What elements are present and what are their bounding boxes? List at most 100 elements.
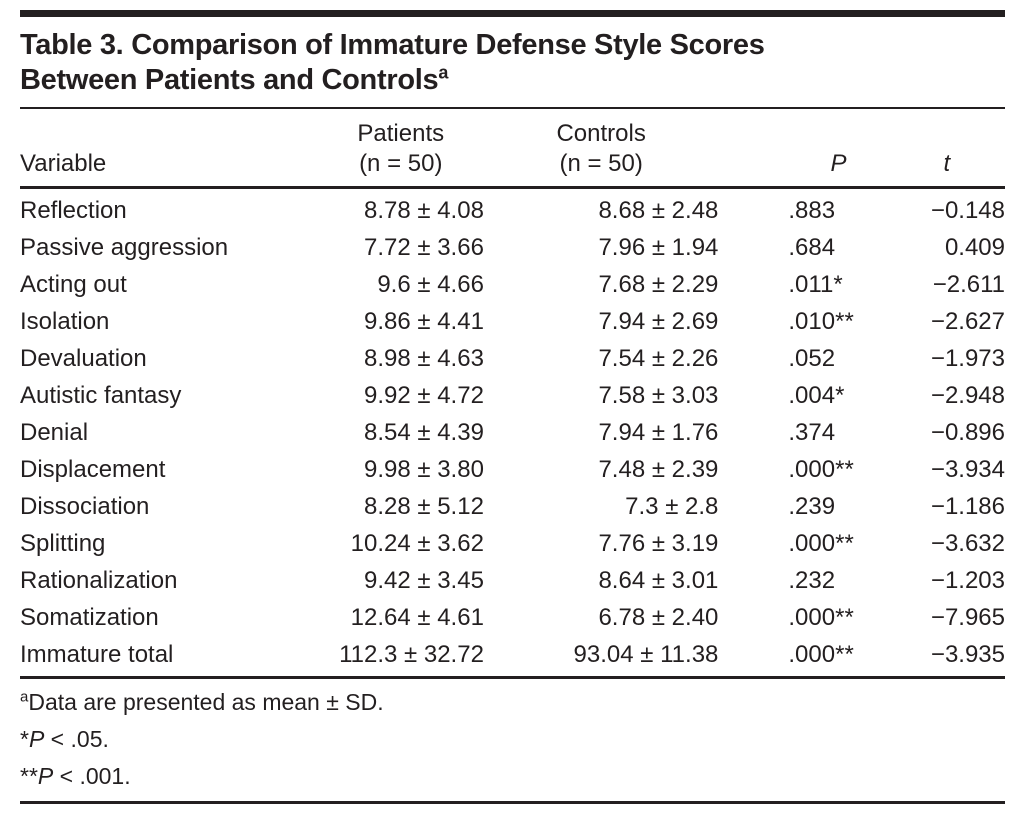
cell-t-value: −1.203: [930, 567, 1005, 594]
table-row: Reflection 8.78 ± 4.08 8.68 ± 2.48 .883 …: [20, 188, 1005, 230]
cell-controls: 6.78 ± 2.40: [598, 604, 719, 631]
cell-t-value: −3.934: [930, 456, 1005, 483]
cell-patients: 12.64 ± 4.61: [350, 604, 484, 631]
cell-patients: 8.54 ± 4.39: [363, 419, 484, 446]
cell-t-value: −1.186: [930, 493, 1005, 520]
footnote-a-text: Data are presented as mean ± SD.: [28, 689, 384, 715]
table-header: Variable Patients (n = 50) Controls (n =…: [20, 111, 1005, 189]
cell-t-value: −1.973: [930, 345, 1005, 372]
cell-patients: 9.92 ± 4.72: [363, 382, 484, 409]
cell-p-value: .011*: [788, 271, 843, 298]
cell-patients: 8.78 ± 4.08: [363, 197, 484, 224]
cell-t-value: −0.148: [930, 197, 1005, 224]
cell-patients: 9.42 ± 3.45: [363, 567, 484, 594]
cell-p-value: .000**: [788, 641, 854, 668]
column-header-patients: Patients (n = 50): [317, 111, 484, 189]
cell-variable: Rationalization: [20, 567, 178, 594]
table-title-line2: Between Patients and Controls: [20, 64, 439, 96]
cell-controls: 7.96 ± 1.94: [598, 234, 719, 261]
column-header-controls: Controls (n = 50): [483, 111, 719, 189]
footnotes: aData are presented as mean ± SD. *P < .…: [20, 679, 1005, 801]
footnote-double-asterisk: **P < .001.: [20, 763, 131, 789]
cell-variable: Acting out: [20, 271, 127, 298]
cell-t-value: −0.896: [930, 419, 1005, 446]
bottom-rule: [20, 801, 1005, 804]
cell-p-value: .883: [788, 197, 836, 224]
column-header-patients-label: Patients: [357, 120, 445, 147]
cell-variable: Devaluation: [20, 345, 147, 372]
cell-variable: Splitting: [20, 530, 106, 557]
table-row: Rationalization 9.42 ± 3.45 8.64 ± 3.01 …: [20, 562, 1005, 599]
cell-t-value: −3.632: [930, 530, 1005, 557]
cell-patients: 8.28 ± 5.12: [363, 493, 484, 520]
header-row: Variable Patients (n = 50) Controls (n =…: [20, 111, 1005, 189]
cell-patients: 112.3 ± 32.72: [339, 641, 484, 668]
table-row: Displacement 9.98 ± 3.80 7.48 ± 2.39 .00…: [20, 451, 1005, 488]
cell-variable: Denial: [20, 419, 89, 446]
table-title-footnote-marker: a: [438, 62, 449, 83]
cell-p-value: .684: [788, 234, 836, 261]
cell-controls: 8.64 ± 3.01: [598, 567, 719, 594]
cell-t-value: −7.965: [930, 604, 1005, 631]
column-header-p: P: [718, 111, 889, 189]
footnote-a: aData are presented as mean ± SD.: [20, 684, 1005, 721]
column-header-t: t: [888, 111, 1005, 189]
footnote-a-marker: a: [20, 688, 29, 706]
cell-p-value: .052: [788, 345, 836, 372]
cell-variable: Immature total: [20, 641, 174, 668]
footnote-single-asterisk: *P < .05.: [20, 726, 109, 752]
cell-patients: 7.72 ± 3.66: [363, 234, 484, 261]
column-header-controls-n: (n = 50): [559, 150, 643, 177]
cell-t-value: −2.948: [930, 382, 1005, 409]
cell-variable: Passive aggression: [20, 234, 229, 261]
table-title-line1: Table 3. Comparison of Immature Defense …: [20, 29, 765, 61]
cell-controls: 7.94 ± 2.69: [598, 308, 719, 335]
table-row: Autistic fantasy 9.92 ± 4.72 7.58 ± 3.03…: [20, 377, 1005, 414]
cell-patients: 10.24 ± 3.62: [350, 530, 484, 557]
cell-patients: 9.98 ± 3.80: [363, 456, 484, 483]
comparison-table: Variable Patients (n = 50) Controls (n =…: [20, 111, 1005, 676]
cell-patients: 9.6 ± 4.66: [377, 271, 484, 298]
cell-controls: 7.48 ± 2.39: [598, 456, 719, 483]
cell-p-value: .000**: [788, 604, 854, 631]
cell-p-value: .374: [788, 419, 836, 446]
cell-p-value: .232: [788, 567, 836, 594]
table-row: Somatization 12.64 ± 4.61 6.78 ± 2.40 .0…: [20, 599, 1005, 636]
table-row: Passive aggression 7.72 ± 3.66 7.96 ± 1.…: [20, 229, 1005, 266]
table-row: Immature total 112.3 ± 32.72 93.04 ± 11.…: [20, 636, 1005, 676]
cell-controls: 7.54 ± 2.26: [598, 345, 719, 372]
footnote-rule: [20, 676, 1005, 679]
cell-controls: 8.68 ± 2.48: [598, 197, 719, 224]
cell-t-value: −2.611: [932, 271, 1005, 298]
cell-patients: 9.86 ± 4.41: [363, 308, 484, 335]
column-header-variable: Variable: [20, 111, 318, 189]
cell-p-value: .000**: [788, 456, 854, 483]
cell-controls: 7.3 ± 2.8: [625, 493, 719, 520]
table-title: Table 3. Comparison of Immature Defense …: [20, 28, 1005, 98]
table-row: Denial 8.54 ± 4.39 7.94 ± 1.76 .374 −0.8…: [20, 414, 1005, 451]
cell-variable: Autistic fantasy: [20, 382, 182, 409]
cell-controls: 7.58 ± 3.03: [598, 382, 719, 409]
cell-controls: 7.68 ± 2.29: [598, 271, 719, 298]
cell-p-value: .004*: [788, 382, 845, 409]
cell-patients: 8.98 ± 4.63: [363, 345, 484, 372]
cell-variable: Dissociation: [20, 493, 150, 520]
cell-p-value: .239: [788, 493, 836, 520]
cell-t-value: −3.935: [930, 641, 1005, 668]
table-row: Isolation 9.86 ± 4.41 7.94 ± 2.69 .010**…: [20, 303, 1005, 340]
cell-p-value: .010**: [788, 308, 854, 335]
cell-variable: Somatization: [20, 604, 159, 631]
table-row: Acting out 9.6 ± 4.66 7.68 ± 2.29 .011* …: [20, 266, 1005, 303]
title-rule: [20, 107, 1005, 109]
table-row: Splitting 10.24 ± 3.62 7.76 ± 3.19 .000*…: [20, 525, 1005, 562]
cell-p-value: .000**: [788, 530, 854, 557]
cell-variable: Reflection: [20, 197, 127, 224]
cell-variable: Displacement: [20, 456, 166, 483]
table-row: Devaluation 8.98 ± 4.63 7.54 ± 2.26 .052…: [20, 340, 1005, 377]
table-body: Reflection 8.78 ± 4.08 8.68 ± 2.48 .883 …: [20, 188, 1005, 677]
column-header-controls-label: Controls: [556, 120, 646, 147]
cell-controls: 93.04 ± 11.38: [573, 641, 719, 668]
cell-t-value: 0.409: [944, 234, 1005, 261]
top-rule-thick: [20, 10, 1005, 17]
